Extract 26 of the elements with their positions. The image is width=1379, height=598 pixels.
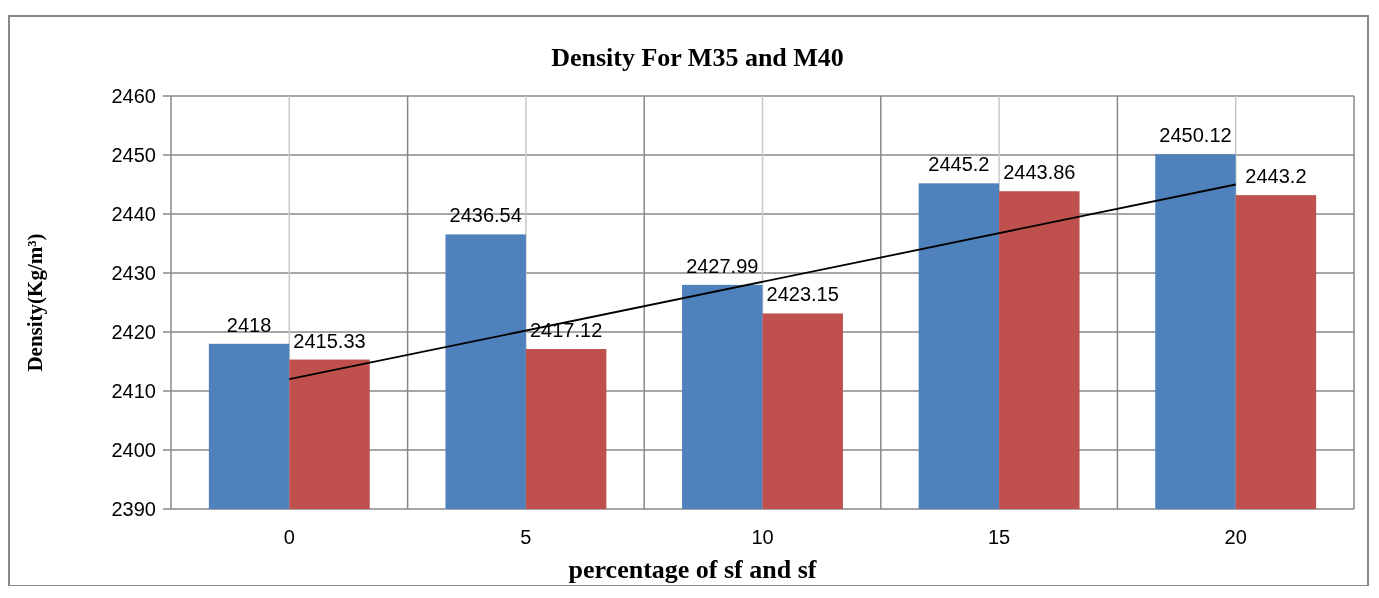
data-label: 2427.99 [686,254,759,277]
data-label: 2423.15 [766,283,839,306]
y-tick-label: 2460 [111,85,156,107]
y-tick-label: 2440 [111,203,156,225]
x-tick-label: 20 [1224,526,1247,548]
data-label: 2443.86 [1003,161,1076,184]
data-label: 2443.2 [1245,165,1307,188]
data-label: 2436.54 [449,204,522,227]
y-tick-label: 2390 [111,498,156,520]
chart-title: Density For M35 and M40 [551,43,844,72]
y-tick-label: 2400 [111,439,156,461]
x-tick-label: 15 [987,526,1011,548]
y-tick-label: 2450 [111,144,156,166]
data-label: 2417.12 [529,318,603,341]
data-label: 2418 [226,313,272,336]
y-tick-label: 2420 [111,321,156,343]
x-tick-label: 0 [283,526,295,548]
data-label: 2415.33 [293,329,366,352]
y-tick-label: 2410 [111,380,156,402]
y-tick-label: 2430 [111,262,156,284]
data-label: 2450.12 [1159,124,1232,147]
x-tick-label: 5 [520,526,532,548]
y-axis-title: Density(Kg/m³) [23,233,47,372]
x-axis-title: percentage of sf and sf [568,555,817,584]
x-tick-label: 10 [751,526,774,548]
data-label: 2445.2 [928,153,990,176]
